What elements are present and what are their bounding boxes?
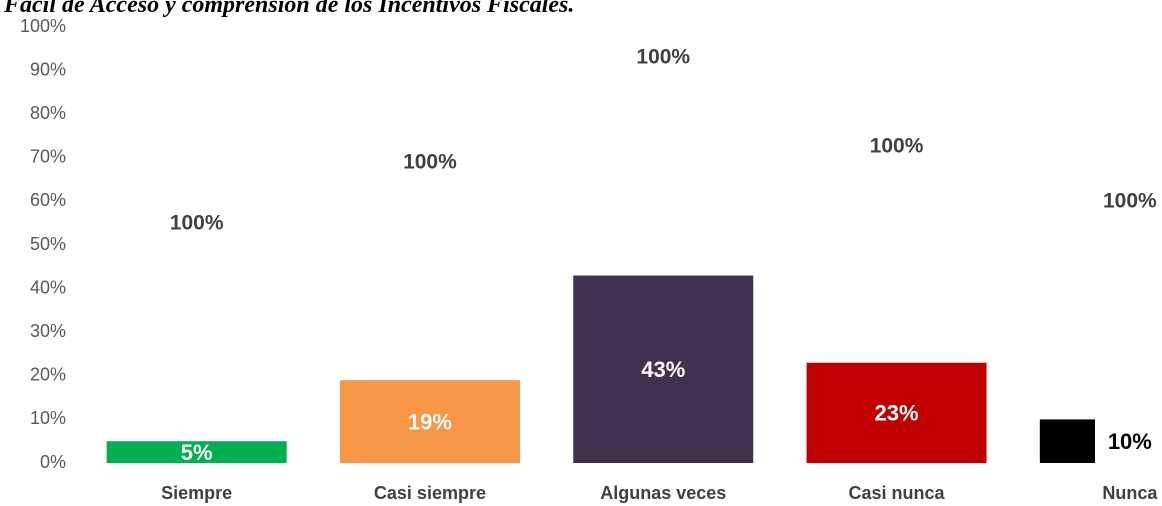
x-tick-label: Nunca (1102, 483, 1158, 503)
y-tick-label: 40% (30, 277, 66, 297)
bar (573, 275, 754, 463)
x-tick-label: Siempre (161, 483, 232, 503)
x-tick-label: Casi nunca (849, 483, 946, 503)
y-tick-label: 0% (40, 452, 66, 472)
y-tick-label: 70% (30, 147, 66, 167)
bar (1039, 419, 1095, 463)
bars (106, 275, 1095, 463)
y-tick-label: 30% (30, 321, 66, 341)
bar (339, 380, 520, 463)
x-tick-label: Casi siempre (374, 483, 486, 503)
value-label: 5% (181, 440, 213, 465)
y-tick-label: 50% (30, 234, 66, 254)
annotation: 100% (636, 46, 690, 69)
y-tick-label: 20% (30, 365, 66, 385)
chart-title: Fácil de Acceso y comprensión de los Inc… (3, 0, 574, 18)
y-tick-label: 10% (30, 408, 66, 428)
y-tick-label: 100% (20, 16, 66, 36)
x-tick-label: Algunas veces (600, 483, 726, 503)
annotation: 100% (403, 151, 457, 174)
value-label: 23% (875, 401, 919, 426)
value-label: 43% (641, 357, 685, 382)
bar (806, 362, 987, 463)
annotation: 100% (1103, 190, 1157, 213)
y-tick-label: 60% (30, 190, 66, 210)
y-tick-label: 80% (30, 103, 66, 123)
value-label: 10% (1108, 429, 1152, 454)
annotation: 100% (170, 212, 224, 235)
bar (106, 441, 287, 463)
annotation: 100% (870, 135, 924, 158)
y-tick-label: 90% (30, 59, 66, 79)
value-label: 19% (408, 409, 452, 434)
